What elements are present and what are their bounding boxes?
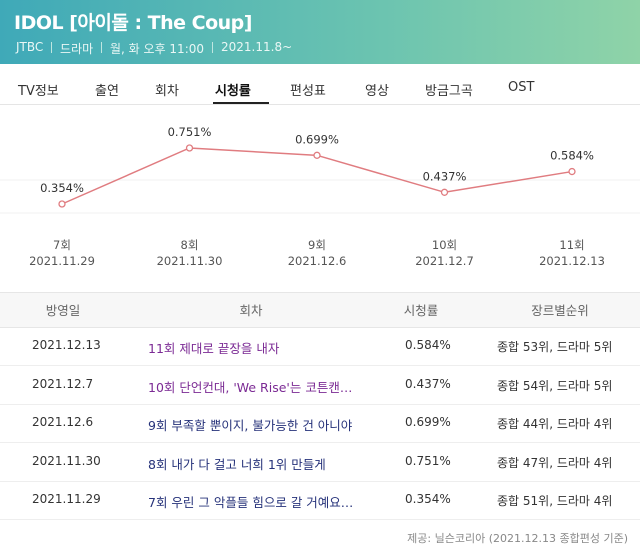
tab[interactable]: TV정보: [18, 84, 59, 99]
cell-rank: 종합 54위, 드라마 5위: [497, 378, 613, 393]
episode-link[interactable]: 9회 부족할 뿐이지, 불가능한 건 아니야: [148, 418, 353, 433]
table-header-bg: [0, 292, 640, 328]
x-label: 10회: [432, 238, 457, 252]
column-header: 장르별순위: [531, 303, 589, 318]
cell-date: 2021.12.7: [32, 376, 94, 391]
row-border: [0, 365, 640, 366]
value-label: 0.437%: [423, 169, 467, 183]
x-label: 11회: [559, 238, 584, 252]
separator: [212, 42, 213, 53]
cell-rating: 0.584%: [405, 338, 451, 352]
cell-rank: 종합 47위, 드라마 4위: [497, 455, 613, 470]
point: [185, 144, 194, 152]
cell-rating: 0.699%: [405, 415, 451, 429]
episode-link[interactable]: 8회 내가 다 걸고 너희 1위 만들게: [148, 456, 326, 472]
cell-date: 2021.12.13: [32, 338, 101, 352]
episode-link[interactable]: 7회 우린 그 악플들 힘으로 갈 거예요…: [148, 495, 354, 510]
tab[interactable]: 방금그곡: [425, 84, 473, 99]
tab[interactable]: 출연: [95, 84, 119, 99]
x-date: 2021.11.29: [29, 254, 95, 268]
separator: [51, 42, 52, 53]
meta-item: JTBC: [16, 40, 44, 54]
cell-rating: 0.354%: [405, 492, 451, 506]
tab[interactable]: 편성표: [290, 84, 326, 99]
source-note: 제공: 닐슨코리아 (2021.12.13 종합편성 기준): [407, 532, 628, 545]
tab-underline: [213, 102, 269, 104]
point: [440, 188, 449, 196]
x-label: 9회: [308, 238, 326, 252]
row-border: [0, 403, 640, 405]
meta-item: 월, 화 오후 11:00: [110, 42, 205, 56]
cell-rating: 0.751%: [405, 453, 451, 468]
value-label: 0.584%: [550, 149, 594, 163]
x-date: 2021.11.30: [157, 254, 223, 268]
meta-item: 드라마: [60, 42, 94, 56]
cell-rank: 종합 44위, 드라마 4위: [497, 417, 613, 431]
tab[interactable]: 회차: [155, 84, 179, 99]
point: [58, 200, 66, 208]
column-header: 방영일: [45, 303, 81, 318]
rating-chart: 0.354% 7회 2021.11.29 0.751% 8회 2021.11.30 0.69…: [0, 125, 640, 268]
x-date: 2021.12.7: [415, 254, 474, 268]
value-label: 0.354%: [40, 181, 84, 195]
x-label: 7회: [53, 238, 71, 252]
point: [568, 167, 576, 176]
row-border: [0, 480, 640, 482]
separator: [101, 42, 102, 53]
meta-item: 2021.11.8~: [221, 40, 293, 54]
column-header: 회차: [239, 303, 263, 318]
tab[interactable]: 시청률: [215, 84, 251, 99]
x-date: 2021.12.13: [539, 254, 605, 268]
row-border: [0, 442, 640, 443]
value-label: 0.751%: [168, 125, 212, 139]
row-border: [0, 519, 640, 520]
cell-date: 2021.11.29: [32, 492, 101, 506]
cell-date: 2021.11.30: [32, 453, 101, 468]
x-date: 2021.12.6: [288, 254, 347, 268]
cell-rank: 종합 53위, 드라마 5위: [497, 340, 613, 354]
tab[interactable]: OST: [508, 80, 535, 95]
point: [313, 151, 321, 159]
episode-link[interactable]: 10회 단언컨대, 'We Rise'는 코튼캔…: [148, 379, 353, 395]
title: IDOL [아이돌 : The Coup]: [14, 12, 252, 34]
x-label: 8회: [181, 238, 199, 252]
value-label: 0.699%: [295, 132, 339, 146]
cell-rating: 0.437%: [405, 376, 451, 391]
tab-border: [0, 104, 640, 105]
header-bg: [0, 0, 640, 64]
column-header: 시청률: [403, 303, 439, 318]
tab[interactable]: 영상: [365, 84, 389, 99]
episode-link[interactable]: 11회 제대로 끝장을 내자: [148, 341, 280, 356]
cell-date: 2021.12.6: [32, 415, 94, 429]
cell-rank: 종합 51위, 드라마 4위: [497, 494, 613, 508]
